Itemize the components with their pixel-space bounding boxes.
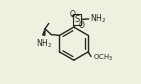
Text: S: S (74, 15, 80, 24)
Text: OCH$_3$: OCH$_3$ (93, 53, 113, 63)
Text: O: O (70, 10, 75, 19)
Text: NH$_2$: NH$_2$ (90, 13, 106, 25)
Text: NH$_2$: NH$_2$ (36, 37, 52, 50)
Text: O: O (79, 21, 85, 30)
